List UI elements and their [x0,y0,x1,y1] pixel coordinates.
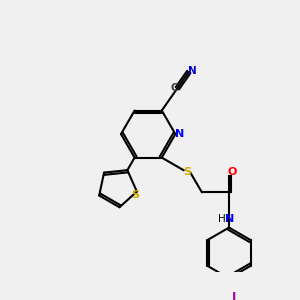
Text: C: C [171,83,178,93]
Text: H: H [218,214,226,224]
Text: N: N [175,129,184,139]
Text: I: I [231,291,236,300]
Text: N: N [225,214,235,224]
Text: N: N [188,66,197,76]
Text: S: S [183,167,191,177]
Text: S: S [131,190,139,200]
Text: O: O [228,167,237,177]
